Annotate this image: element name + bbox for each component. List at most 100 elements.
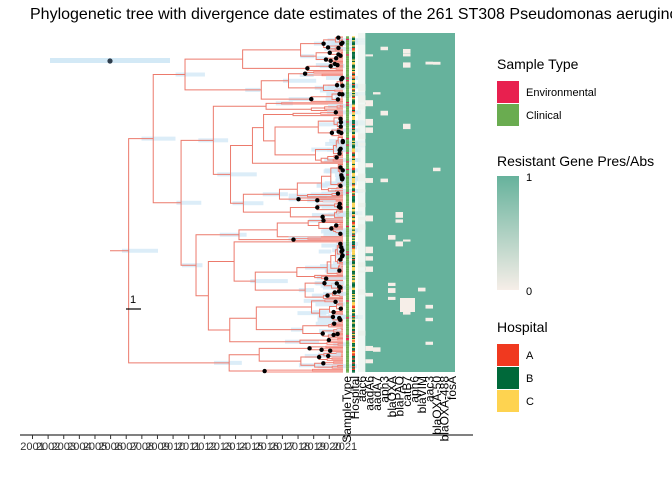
sample-type-cell — [346, 144, 349, 146]
sample-type-cell — [346, 232, 349, 234]
branch — [260, 80, 312, 100]
sample-type-cell — [346, 196, 349, 198]
hospital-cell — [352, 219, 355, 221]
hospital-cell — [352, 205, 355, 207]
node-point — [340, 138, 346, 144]
sample-type-cell — [346, 328, 349, 331]
hospital-cell — [352, 341, 355, 343]
hospital-cell — [352, 148, 355, 150]
legend-title: Hospital — [497, 319, 548, 335]
node-point — [337, 284, 342, 289]
sample-type-cell — [346, 283, 349, 285]
hospital-cell — [352, 45, 355, 47]
node-point — [337, 148, 342, 153]
hospital-cell — [352, 149, 355, 151]
hospital-cell — [352, 38, 355, 41]
sample-type-cell — [346, 205, 349, 207]
sample-type-cell — [346, 96, 349, 99]
date-interval — [121, 248, 158, 253]
date-interval — [315, 321, 341, 326]
branch — [292, 112, 343, 117]
hospital-cell — [352, 98, 355, 100]
branch — [331, 365, 343, 369]
hospital-cell — [352, 350, 355, 352]
sample-type-cell — [346, 171, 349, 173]
x-tick-label: 2006 — [98, 441, 122, 453]
hospital-cell — [352, 324, 355, 327]
hospital-cell — [352, 296, 355, 298]
sample-type-cell — [346, 99, 349, 101]
date-interval — [250, 279, 288, 284]
hospital-cell — [352, 358, 355, 360]
absent-cell — [395, 219, 403, 223]
absent-cell — [365, 266, 373, 272]
sample-type-cell — [346, 203, 349, 206]
sample-type-cell — [346, 176, 349, 179]
node-point — [339, 254, 345, 259]
sample-type-cell — [346, 136, 349, 139]
sample-type-cell — [346, 315, 349, 318]
node-point — [262, 368, 267, 374]
sample-type-cell — [346, 91, 349, 94]
hospital-cell — [352, 268, 355, 270]
hospital-cell — [352, 370, 355, 372]
branch — [274, 126, 319, 156]
hospital-cell — [352, 269, 355, 271]
branch — [321, 175, 331, 191]
sample-type-cell — [346, 326, 349, 328]
sample-type-cell — [346, 295, 349, 297]
hospital-cell — [352, 225, 355, 228]
branch — [242, 193, 291, 213]
node-point — [334, 82, 340, 88]
sample-type-cell — [346, 266, 349, 269]
branch — [251, 127, 343, 164]
sample-type-cell — [346, 104, 349, 106]
sample-type-cell — [346, 270, 349, 273]
absent-cell — [433, 167, 441, 172]
branch — [333, 228, 343, 232]
sample-type-cell — [346, 42, 349, 45]
branch — [207, 260, 235, 331]
hospital-cell — [352, 275, 355, 278]
hospital-cell — [352, 150, 355, 153]
hospital-cell — [352, 223, 355, 225]
sample-type-cell — [346, 277, 349, 279]
hospital-cell — [352, 86, 355, 88]
hospital-cell — [352, 310, 355, 313]
sample-type-cell — [346, 255, 349, 257]
absent-cell — [365, 345, 373, 351]
hospital-cell — [352, 239, 355, 242]
node-point — [305, 66, 310, 71]
sample-type-cell — [346, 135, 349, 137]
hospital-cell — [352, 174, 355, 176]
hospital-cell — [352, 360, 355, 363]
sample-type-cell — [346, 62, 349, 64]
hospital-cell — [352, 332, 355, 334]
sample-type-cell — [346, 194, 349, 197]
node-point — [336, 289, 342, 294]
x-tick-label: 2014 — [223, 441, 247, 453]
sample-type-cell — [346, 288, 349, 291]
sample-type-cell — [346, 118, 349, 121]
hospital-cell — [352, 250, 355, 252]
hospital-cell — [352, 78, 355, 81]
legend-colorbar — [497, 176, 519, 290]
hospital-cell — [352, 344, 355, 346]
hospital-cell — [352, 178, 355, 180]
sample-type-cell — [346, 201, 349, 203]
sample-type-cell — [346, 263, 349, 265]
sample-type-cell — [346, 292, 349, 295]
sample-type-cell — [346, 150, 349, 153]
sample-type-cell — [346, 95, 349, 97]
hospital-cell — [352, 51, 355, 54]
sample-type-cell — [346, 245, 349, 247]
node-point — [338, 124, 343, 129]
date-interval — [315, 302, 346, 307]
sample-type-cell — [346, 243, 349, 246]
hospital-cell — [352, 224, 355, 226]
sample-type-cell — [346, 212, 349, 215]
sample-type-cell — [346, 181, 349, 184]
branch — [334, 89, 343, 92]
hospital-cell — [352, 156, 355, 158]
sample-type-cell — [346, 219, 349, 221]
